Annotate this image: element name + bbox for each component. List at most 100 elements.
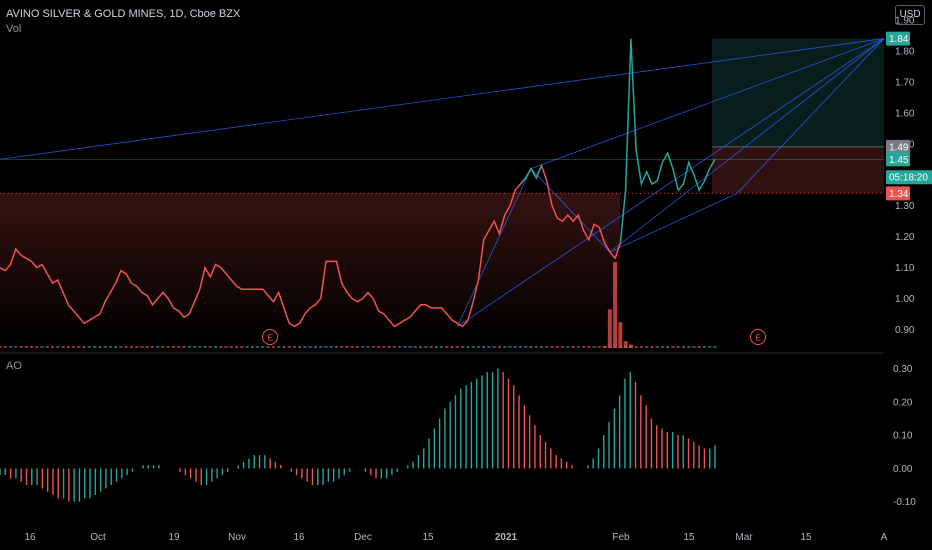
volume-bar xyxy=(529,346,533,348)
volume-bar xyxy=(645,346,649,348)
volume-bar xyxy=(35,346,39,348)
price-tag-label: 1.84 xyxy=(889,34,909,45)
volume-bar xyxy=(713,346,717,348)
volume-bar xyxy=(45,346,49,348)
volume-bar xyxy=(587,346,591,348)
volume-bar xyxy=(666,346,670,348)
trend-line xyxy=(609,192,738,253)
ao-panel xyxy=(0,368,716,502)
price-tag-label: 1.45 xyxy=(889,155,909,166)
volume-bar xyxy=(518,346,522,348)
volume-bar xyxy=(413,346,417,348)
earnings-marker-label: E xyxy=(755,334,760,343)
volume-bar xyxy=(19,346,23,348)
volume-bar xyxy=(334,346,338,348)
price-line-down xyxy=(0,163,622,328)
volume-bar xyxy=(476,346,480,348)
volume-bar xyxy=(534,346,538,348)
volume-bar xyxy=(140,346,144,348)
volume-bar xyxy=(492,346,496,348)
symbol-title: AVINO SILVER & GOLD MINES, 1D, Cboe BZX xyxy=(6,8,241,20)
volume-bar xyxy=(240,346,244,348)
price-tag xyxy=(886,31,910,46)
volume-bar xyxy=(9,346,13,348)
volume-bar xyxy=(702,346,706,348)
price-line-up xyxy=(519,165,543,185)
volume-bar xyxy=(392,346,396,348)
volume-bar xyxy=(524,346,528,348)
volume-bar xyxy=(124,346,128,348)
volume-bar xyxy=(261,346,265,348)
volume-bar xyxy=(655,346,659,348)
price-axis-tick: 1.90 xyxy=(895,16,915,27)
volume-bar xyxy=(660,346,664,348)
volume-bar xyxy=(256,346,260,348)
volume-bar xyxy=(313,346,317,348)
volume-bar xyxy=(566,346,570,348)
volume-bar xyxy=(545,346,549,348)
price-tag xyxy=(886,152,910,167)
volume-bar xyxy=(708,346,712,348)
price-line-up xyxy=(619,38,716,243)
volume-bar xyxy=(650,346,654,348)
volume-bar xyxy=(471,346,475,348)
trend-line xyxy=(530,38,885,169)
volume-bar xyxy=(298,346,302,348)
volume-bar xyxy=(135,346,139,348)
volume-bar xyxy=(482,346,486,348)
volume-bar xyxy=(361,346,365,348)
price-axis-tick: 1.00 xyxy=(895,294,915,305)
volume-bar xyxy=(187,346,191,348)
volume-bar xyxy=(503,346,507,348)
volume-bar xyxy=(203,346,207,348)
time-axis-tick: Oct xyxy=(90,532,106,543)
time-axis-tick: 15 xyxy=(683,532,695,543)
volume-bar xyxy=(82,346,86,348)
volume-bar xyxy=(450,346,454,348)
price-tag xyxy=(886,170,932,185)
price-axis-tick: 1.70 xyxy=(895,77,915,88)
volume-bar xyxy=(340,346,344,348)
volume-bar xyxy=(513,346,517,348)
volume-bar xyxy=(550,346,554,348)
price-axis-tick: 0.90 xyxy=(895,325,915,336)
volume-bar xyxy=(129,346,133,348)
volume-bar xyxy=(119,346,123,348)
volume-bar xyxy=(623,341,628,348)
volume-bar xyxy=(177,346,181,348)
volume-bar xyxy=(30,346,34,348)
volume-bar xyxy=(208,346,212,348)
volume-bar xyxy=(540,346,544,348)
volume-bar xyxy=(676,346,680,348)
volume-bar xyxy=(319,346,323,348)
ao-axis-tick: 0.10 xyxy=(893,431,913,442)
trend-line xyxy=(530,168,611,253)
volume-bar xyxy=(308,346,312,348)
volume-bar xyxy=(250,346,254,348)
earnings-marker-label: E xyxy=(267,334,272,343)
volume-bar xyxy=(371,346,375,348)
time-axis-tick: 16 xyxy=(24,532,36,543)
volume-bar xyxy=(24,346,28,348)
price-tag-label: 1.34 xyxy=(889,189,909,200)
volume-bar xyxy=(171,346,175,348)
price-tag xyxy=(886,186,910,201)
volume-bar xyxy=(377,346,381,348)
volume-panel xyxy=(0,262,717,348)
volume-bar xyxy=(345,346,349,348)
volume-bar xyxy=(103,346,107,348)
volume-bar xyxy=(229,346,233,348)
volume-bar xyxy=(571,346,575,348)
volume-bar xyxy=(224,346,228,348)
drawing-layer xyxy=(0,38,885,327)
currency-button[interactable]: USD xyxy=(895,5,925,25)
volume-bar xyxy=(3,346,7,348)
volume-indicator-label: Vol xyxy=(6,23,22,35)
time-axis-tick: 15 xyxy=(422,532,434,543)
volume-bar xyxy=(150,346,154,348)
volume-bar xyxy=(182,346,186,348)
volume-bar xyxy=(98,346,102,348)
ao-axis-tick: 0.20 xyxy=(893,397,913,408)
